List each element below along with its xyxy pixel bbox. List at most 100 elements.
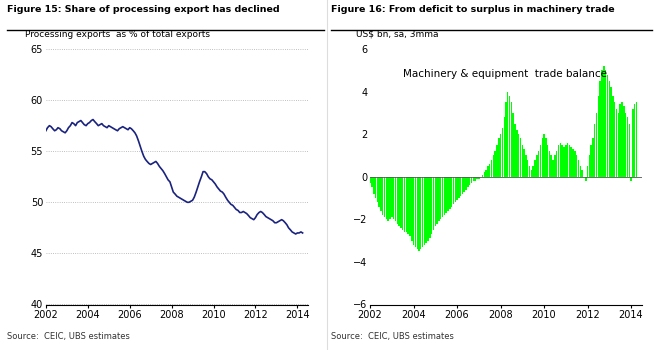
Bar [377, 177, 378, 202]
Bar [375, 177, 376, 198]
Bar [523, 149, 525, 177]
Bar [545, 139, 546, 177]
Bar [464, 177, 465, 192]
Bar [621, 102, 623, 177]
Bar [428, 177, 429, 241]
Bar [407, 177, 409, 234]
Bar [391, 177, 392, 217]
Bar [571, 147, 572, 177]
Bar [630, 177, 632, 181]
Bar [471, 177, 472, 183]
Bar [380, 177, 382, 211]
Bar [582, 170, 583, 177]
Bar [483, 173, 485, 177]
Bar [409, 177, 411, 236]
Bar [387, 177, 389, 222]
Bar [597, 96, 599, 177]
Bar [574, 151, 576, 177]
Bar [569, 145, 571, 177]
Bar [455, 177, 456, 202]
Bar [578, 160, 579, 177]
Bar [382, 177, 383, 215]
Bar [417, 177, 418, 249]
Bar [441, 177, 443, 217]
Bar [411, 177, 413, 241]
Bar [608, 81, 610, 177]
Bar [473, 177, 474, 181]
Bar [534, 160, 536, 177]
Bar [540, 145, 541, 177]
Bar [585, 177, 586, 181]
Bar [561, 145, 563, 177]
Bar [487, 166, 489, 177]
Bar [547, 145, 548, 177]
Bar [527, 160, 529, 177]
Bar [398, 177, 400, 226]
Bar [426, 177, 427, 243]
Text: Processing exports  as % of total exports: Processing exports as % of total exports [25, 30, 210, 39]
Bar [514, 124, 516, 177]
Bar [469, 177, 470, 185]
Text: Figure 16: From deficit to surplus in machinery trade: Figure 16: From deficit to surplus in ma… [331, 5, 614, 14]
Bar [431, 177, 432, 234]
Bar [493, 155, 494, 177]
Bar [507, 92, 508, 177]
Text: US$ bn, sa, 3mma: US$ bn, sa, 3mma [356, 30, 439, 39]
Bar [489, 164, 491, 177]
Bar [491, 160, 492, 177]
Bar [443, 177, 445, 215]
Bar [462, 177, 463, 194]
Bar [403, 177, 405, 232]
Bar [592, 139, 593, 177]
Bar [552, 160, 554, 177]
Bar [554, 155, 555, 177]
Bar [625, 113, 626, 177]
Bar [605, 70, 607, 177]
Bar [498, 139, 500, 177]
Bar [587, 166, 588, 177]
Bar [449, 177, 451, 209]
Bar [520, 139, 521, 177]
Bar [402, 177, 403, 230]
Bar [576, 155, 578, 177]
Bar [478, 177, 479, 179]
Bar [505, 102, 507, 177]
Bar [509, 96, 510, 177]
Bar [495, 151, 496, 177]
Bar [438, 177, 440, 222]
Bar [589, 155, 590, 177]
Bar [445, 177, 447, 213]
Bar [511, 102, 512, 177]
Bar [415, 177, 416, 247]
Bar [634, 104, 635, 177]
Bar [603, 66, 605, 177]
Bar [556, 151, 557, 177]
Bar [629, 124, 630, 177]
Bar [496, 145, 498, 177]
Bar [396, 177, 398, 224]
Bar [607, 75, 608, 177]
Bar [567, 143, 569, 177]
Bar [451, 177, 453, 206]
Bar [482, 175, 483, 177]
Bar [434, 177, 436, 226]
Bar [400, 177, 402, 228]
Bar [550, 155, 552, 177]
Text: Figure 15: Share of processing export has declined: Figure 15: Share of processing export ha… [7, 5, 279, 14]
Bar [476, 177, 477, 179]
Bar [424, 177, 425, 245]
Bar [386, 177, 387, 219]
Bar [369, 177, 371, 183]
Bar [457, 177, 458, 200]
Text: Source:  CEIC, UBS estimates: Source: CEIC, UBS estimates [7, 332, 130, 341]
Bar [538, 151, 539, 177]
Bar [467, 177, 469, 187]
Bar [531, 170, 532, 177]
Bar [627, 117, 628, 177]
Bar [422, 177, 423, 247]
Bar [612, 96, 614, 177]
Bar [384, 177, 385, 217]
Bar [373, 177, 375, 194]
Bar [405, 177, 407, 232]
Bar [599, 81, 601, 177]
